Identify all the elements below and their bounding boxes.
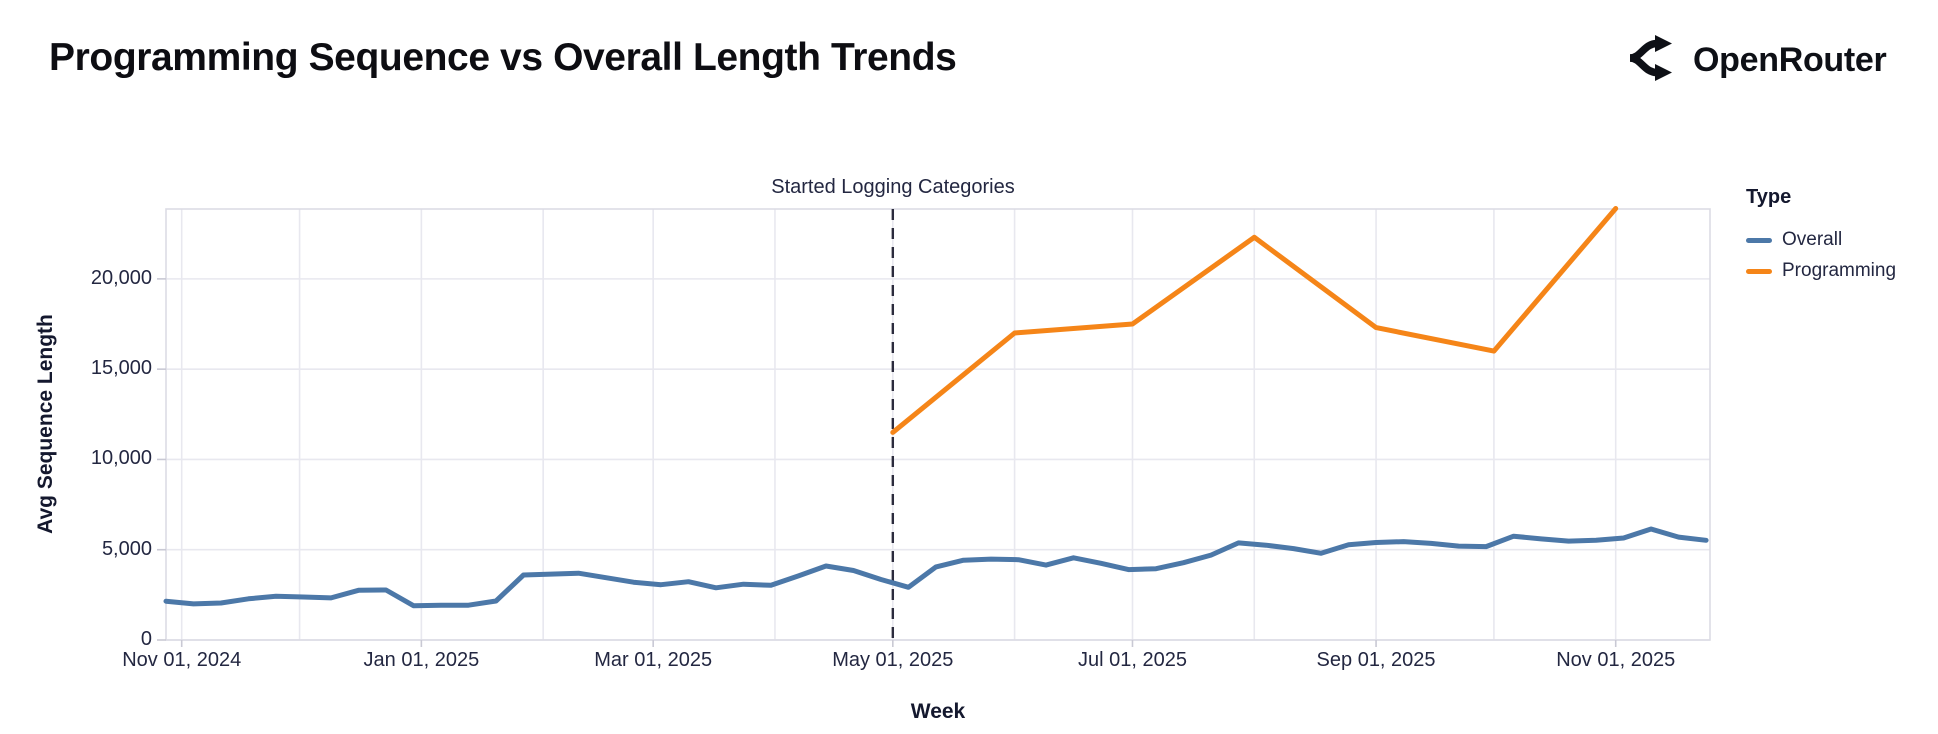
x-tick-label: Jan 01, 2025 (363, 649, 480, 671)
x-axis-title: Week (910, 700, 966, 723)
y-tick-label: 15,000 (90, 357, 152, 380)
legend-swatch-overall (1746, 237, 1772, 243)
legend: Type Overall Programming (1746, 186, 1896, 291)
y-tick-label: 0 (140, 628, 152, 650)
brand-name: OpenRouter (1693, 41, 1887, 79)
annotation-label: Started Logging Categories (771, 176, 1015, 198)
plot-border (165, 208, 1711, 641)
legend-title: Type (1746, 186, 1792, 208)
x-tick-label: Nov 01, 2025 (1556, 649, 1676, 671)
x-tick-label: Nov 01, 2024 (122, 649, 242, 671)
legend-items: Overall Programming (1746, 229, 1896, 282)
x-tick-label: Jul 01, 2025 (1077, 649, 1187, 671)
series-line-programming (890, 206, 1619, 435)
brand-logo: OpenRouter (1626, 33, 1887, 88)
legend-swatch-programming (1746, 268, 1772, 274)
legend-label: Overall (1782, 229, 1843, 250)
y-tick-label: 5,000 (101, 537, 152, 560)
openrouter-icon (1626, 33, 1680, 88)
legend-label: Programming (1782, 260, 1897, 281)
x-tick-label: Mar 01, 2025 (594, 649, 713, 671)
x-tick-label: Sep 01, 2025 (1316, 649, 1436, 671)
legend-item-programming: Programming (1746, 260, 1896, 282)
y-tick-label: 10,000 (90, 447, 152, 470)
legend-item-overall: Overall (1746, 229, 1896, 251)
y-tick-label: 20,000 (90, 266, 152, 289)
series-line-overall (163, 526, 1709, 609)
x-tick-label: May 01, 2025 (832, 649, 954, 671)
y-axis-title: Avg Sequence Length (34, 314, 57, 534)
page-title: Programming Sequence vs Overall Length T… (49, 36, 957, 79)
